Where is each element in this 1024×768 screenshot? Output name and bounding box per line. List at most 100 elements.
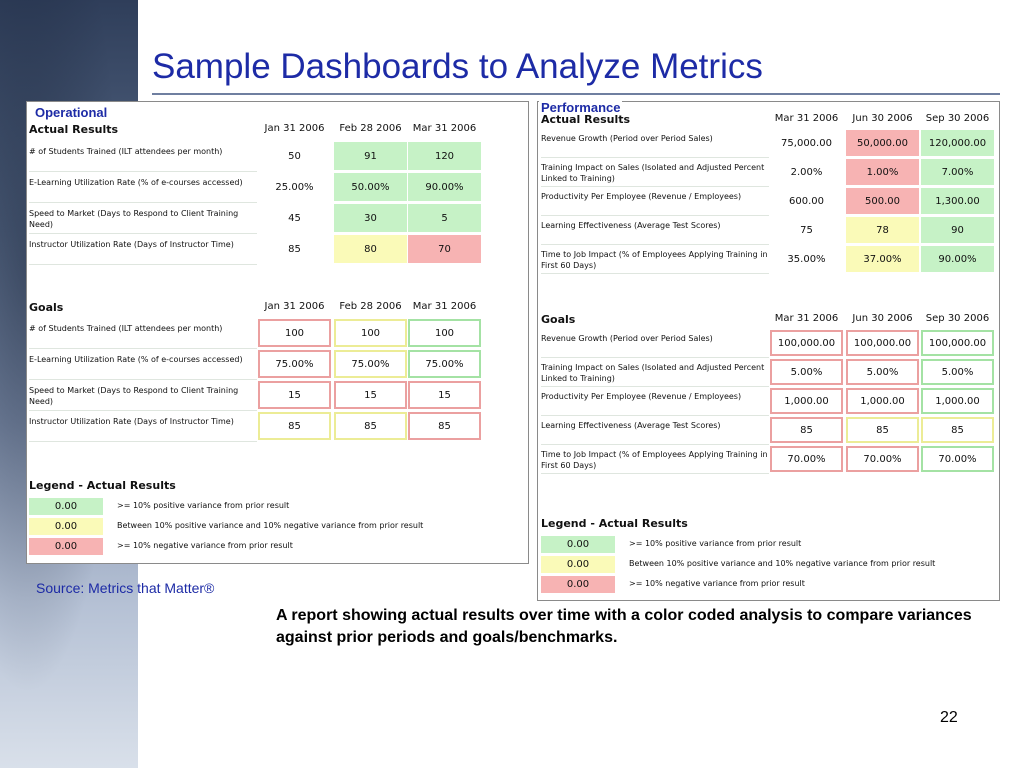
performance-actual-value-cell: 1,300.00 xyxy=(921,188,994,214)
performance-actual-title: Actual Results xyxy=(541,113,631,126)
performance-goals-col-head: Sep 30 2006 xyxy=(925,313,990,324)
performance-goals-value-cell: 1,000.00 xyxy=(770,388,843,414)
performance-legend-text: >= 10% negative variance from prior resu… xyxy=(629,579,805,588)
operational-legend-swatch: 0.00 xyxy=(29,498,103,515)
operational-row-divider xyxy=(29,441,257,442)
operational-goals-row-label: Speed to Market (Days to Respond to Clie… xyxy=(29,385,239,406)
operational-actual-row-label: Instructor Utilization Rate (Days of Ins… xyxy=(29,239,234,249)
operational-goals-value-cell: 85 xyxy=(334,412,407,440)
operational-actual-row-label: # of Students Trained (ILT attendees per… xyxy=(29,146,223,156)
operational-legend-title: Legend - Actual Results xyxy=(29,479,176,492)
operational-goals-value-cell: 15 xyxy=(258,381,331,409)
performance-actual-row-label: Productivity Per Employee (Revenue / Emp… xyxy=(541,191,742,201)
operational-actual-value-cell: 50.00% xyxy=(334,173,407,201)
operational-actual-value-cell: 5 xyxy=(408,204,481,232)
performance-actual-value-cell: 90 xyxy=(921,217,994,243)
performance-goals-row-label: Training Impact on Sales (Isolated and A… xyxy=(541,362,765,383)
operational-legend-text: Between 10% positive variance and 10% ne… xyxy=(117,521,424,530)
performance-goals-row-label: Time to Job Impact (% of Employees Apply… xyxy=(541,449,768,470)
operational-actual-col-head: Mar 31 2006 xyxy=(412,123,477,134)
performance-actual-row-label: Time to Job Impact (% of Employees Apply… xyxy=(541,249,768,270)
operational-goals-col-head: Feb 28 2006 xyxy=(339,301,402,312)
performance-actual-value-cell: 7.00% xyxy=(921,159,994,185)
operational-legend-swatch: 0.00 xyxy=(29,518,103,535)
operational-goals-value-cell: 75.00% xyxy=(334,350,407,378)
performance-actual-value-cell: 78 xyxy=(846,217,919,243)
performance-goals-value-cell: 70.00% xyxy=(921,446,994,472)
performance-actual-value-cell: 37.00% xyxy=(846,246,919,272)
operational-actual-value-cell: 90.00% xyxy=(408,173,481,201)
performance-legend-text: Between 10% positive variance and 10% ne… xyxy=(629,559,936,568)
operational-goals-row-label: # of Students Trained (ILT attendees per… xyxy=(29,323,223,333)
operational-tag: Operational xyxy=(33,105,110,120)
performance-row-divider xyxy=(541,386,769,387)
performance-goals-col-head: Mar 31 2006 xyxy=(774,313,839,324)
performance-goals-value-cell: 85 xyxy=(770,417,843,443)
performance-actual-value-cell: 500.00 xyxy=(846,188,919,214)
performance-legend-swatch: 0.00 xyxy=(541,556,615,573)
performance-actual-value-cell: 50,000.00 xyxy=(846,130,919,156)
operational-goals-col-head: Mar 31 2006 xyxy=(412,301,477,312)
operational-actual-col-head: Jan 31 2006 xyxy=(264,123,325,134)
operational-actual-col-head: Feb 28 2006 xyxy=(339,123,402,134)
slide-title: Sample Dashboards to Analyze Metrics xyxy=(152,47,763,86)
performance-row-divider xyxy=(541,215,769,216)
performance-goals-value-cell: 1,000.00 xyxy=(846,388,919,414)
operational-row-divider xyxy=(29,171,257,172)
performance-row-divider xyxy=(541,357,769,358)
operational-actual-value-cell: 120 xyxy=(408,142,481,170)
performance-actual-col-head: Mar 31 2006 xyxy=(774,113,839,124)
performance-row-divider xyxy=(541,473,769,474)
performance-goals-col-head: Jun 30 2006 xyxy=(852,313,913,324)
performance-row-divider xyxy=(541,244,769,245)
performance-legend-text: >= 10% positive variance from prior resu… xyxy=(629,539,802,548)
performance-goals-value-cell: 100,000.00 xyxy=(770,330,843,356)
performance-actual-value-cell: 90.00% xyxy=(921,246,994,272)
operational-actual-value-cell: 80 xyxy=(334,235,407,263)
operational-dashboard: Operational Actual Results Jan 31 2006 Feb… xyxy=(26,101,529,564)
operational-row-divider xyxy=(29,379,257,380)
performance-goals-value-cell: 5.00% xyxy=(770,359,843,385)
operational-row-divider xyxy=(29,233,257,234)
operational-row-divider xyxy=(29,202,257,203)
performance-row-divider xyxy=(541,186,769,187)
performance-goals-value-cell: 5.00% xyxy=(846,359,919,385)
performance-actual-value-cell: 1.00% xyxy=(846,159,919,185)
operational-row-divider xyxy=(29,264,257,265)
operational-actual-value-cell: 50 xyxy=(258,142,331,170)
operational-actual-value-cell: 85 xyxy=(258,235,331,263)
performance-row-divider xyxy=(541,415,769,416)
performance-goals-value-cell: 5.00% xyxy=(921,359,994,385)
performance-goals-value-cell: 100,000.00 xyxy=(921,330,994,356)
performance-goals-value-cell: 85 xyxy=(921,417,994,443)
operational-legend-swatch: 0.00 xyxy=(29,538,103,555)
performance-row-divider xyxy=(541,157,769,158)
operational-goals-title: Goals xyxy=(29,301,64,314)
performance-goals-row-label: Productivity Per Employee (Revenue / Emp… xyxy=(541,391,742,401)
performance-actual-value-cell: 120,000.00 xyxy=(921,130,994,156)
performance-actual-value-cell: 2.00% xyxy=(770,159,843,185)
performance-actual-row-label: Training Impact on Sales (Isolated and A… xyxy=(541,162,765,183)
operational-goals-value-cell: 15 xyxy=(408,381,481,409)
performance-goals-value-cell: 1,000.00 xyxy=(921,388,994,414)
operational-goals-value-cell: 100 xyxy=(408,319,481,347)
performance-goals-title: Goals xyxy=(541,313,576,326)
page-number: 22 xyxy=(940,709,958,726)
operational-goals-row-label: Instructor Utilization Rate (Days of Ins… xyxy=(29,416,234,426)
operational-actual-value-cell: 91 xyxy=(334,142,407,170)
performance-goals-row-label: Revenue Growth (Period over Period Sales… xyxy=(541,333,713,343)
slide-caption: A report showing actual results over tim… xyxy=(276,607,972,646)
performance-actual-col-head: Jun 30 2006 xyxy=(852,113,913,124)
operational-goals-value-cell: 15 xyxy=(334,381,407,409)
performance-tag: Performance xyxy=(539,100,623,115)
operational-legend-text: >= 10% negative variance from prior resu… xyxy=(117,541,293,550)
operational-goals-row-label: E-Learning Utilization Rate (% of e-cour… xyxy=(29,354,243,364)
source-note: Source: Metrics that Matter® xyxy=(36,580,215,596)
performance-goals-value-cell: 100,000.00 xyxy=(846,330,919,356)
performance-goals-value-cell: 85 xyxy=(846,417,919,443)
operational-goals-col-head: Jan 31 2006 xyxy=(264,301,325,312)
performance-actual-value-cell: 75,000.00 xyxy=(770,130,843,156)
operational-actual-value-cell: 30 xyxy=(334,204,407,232)
operational-actual-row-label: Speed to Market (Days to Respond to Clie… xyxy=(29,208,239,229)
performance-row-divider xyxy=(541,444,769,445)
